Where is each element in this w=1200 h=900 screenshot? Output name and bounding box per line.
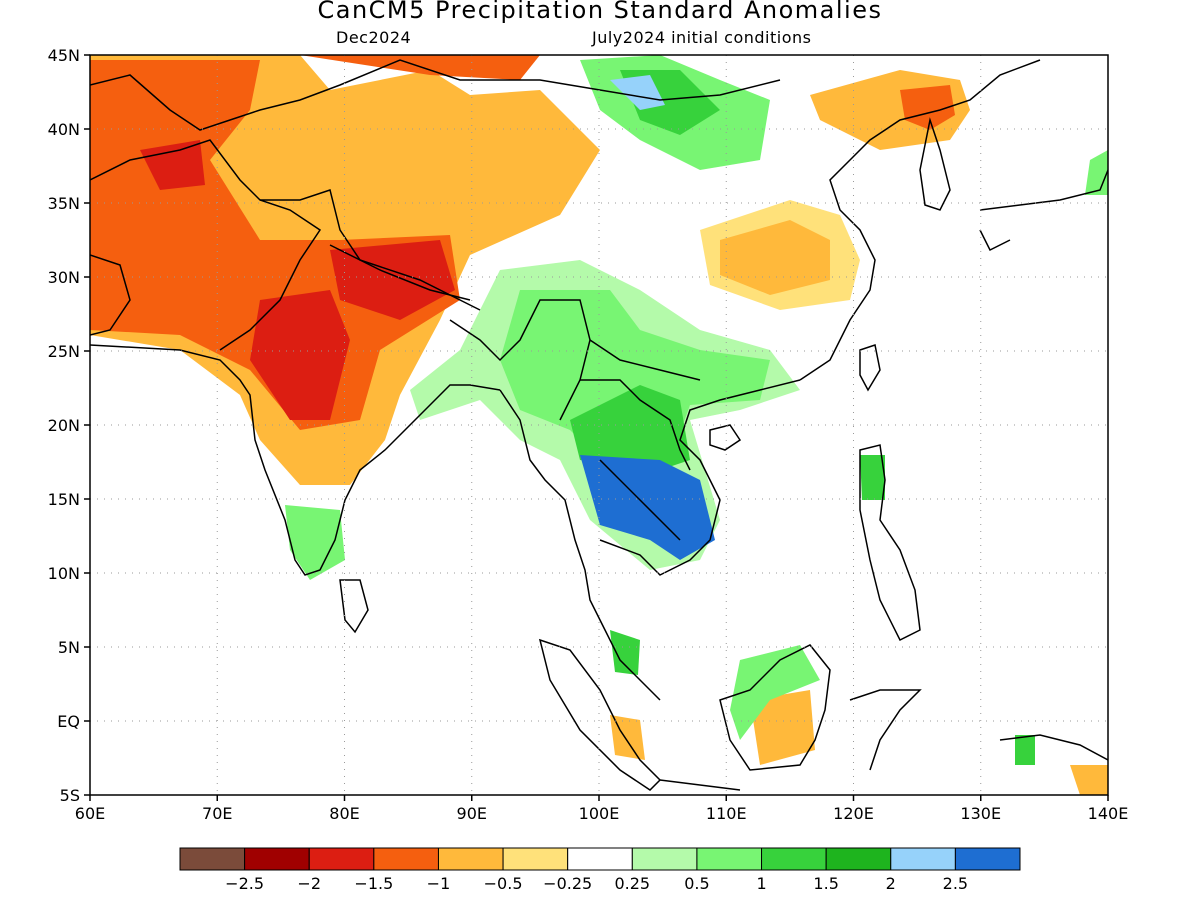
lat-tick-label: 5S xyxy=(60,786,80,805)
lat-tick-label: 5N xyxy=(58,638,80,657)
lon-tick-label: 80E xyxy=(329,804,359,823)
legend-swatch xyxy=(954,847,1021,871)
coastline-korea xyxy=(919,117,951,211)
legend-swatch xyxy=(890,847,956,871)
axis-ticks: 60E 70E 80E 90E 100E 110E 120E 130E 140E 45N 40N 35… xyxy=(48,46,1129,823)
lat-tick-label: 15N xyxy=(48,490,80,509)
dry-region-east-edge xyxy=(1070,765,1108,795)
lat-tick-label: 40N xyxy=(48,120,80,139)
legend-label: 0.25 xyxy=(614,874,650,893)
legend-swatch xyxy=(761,847,827,871)
dry-region-intense xyxy=(140,140,455,420)
lat-tick-label: EQ xyxy=(57,712,80,731)
dry-region-borneo xyxy=(750,690,815,765)
coastline-sumatra xyxy=(538,638,662,791)
coastline-borneo xyxy=(719,644,831,771)
coastline-java xyxy=(659,779,741,791)
legend-label: 1.5 xyxy=(813,874,838,893)
legend-swatch xyxy=(308,847,375,871)
border-india-china xyxy=(260,189,481,311)
lat-tick-label: 45N xyxy=(48,46,80,65)
lon-tick-label: 60E xyxy=(75,804,105,823)
coastline-layer xyxy=(90,59,1108,791)
coastline-hainan xyxy=(709,424,742,451)
border-central-asia xyxy=(90,59,781,131)
legend-swatch xyxy=(502,847,569,871)
lon-tick-label: 110E xyxy=(706,804,747,823)
coastline-philippines xyxy=(859,444,921,642)
border-bangladesh-burma xyxy=(449,299,591,421)
lon-tick-label: 90E xyxy=(457,804,487,823)
border-layer xyxy=(90,59,781,541)
anomaly-field-layer xyxy=(90,55,1108,795)
legend-label: −1 xyxy=(427,874,451,893)
wet-region-indochina-core xyxy=(570,385,690,470)
legend-label: 2 xyxy=(886,874,896,893)
lon-tick-label: 130E xyxy=(960,804,1001,823)
legend-label: 1 xyxy=(756,874,766,893)
graticule-layer xyxy=(90,55,1108,795)
lat-tick-label: 20N xyxy=(48,416,80,435)
wet-region-borneo-north xyxy=(730,645,820,740)
legend-swatch xyxy=(179,847,246,871)
coastline-sulawesi xyxy=(849,689,922,771)
coastline-new-guinea xyxy=(999,734,1108,761)
wet-region-mongolia-peak xyxy=(610,75,665,110)
coastline-taiwan xyxy=(859,344,881,392)
wet-region-south-india xyxy=(285,505,345,580)
legend-swatch xyxy=(825,847,892,871)
coastline-sri-lanka xyxy=(339,579,369,634)
wet-region-east-china xyxy=(1085,150,1108,195)
legend-label: −2.5 xyxy=(225,874,264,893)
lon-tick-label: 70E xyxy=(202,804,232,823)
coastline-india xyxy=(90,344,501,576)
border-nepal xyxy=(329,244,471,301)
forecast-month: Dec2024 xyxy=(336,28,412,47)
legend-swatch xyxy=(244,847,310,871)
wet-region-new-guinea xyxy=(1015,735,1035,765)
border-afghanistan-pakistan xyxy=(90,139,322,351)
legend-swatch xyxy=(696,847,763,871)
legend-swatch xyxy=(373,847,439,871)
wet-region-philippines xyxy=(860,455,885,500)
legend-label: −2 xyxy=(297,874,321,893)
legend-swatch xyxy=(437,847,504,871)
coastline-burma-malaya xyxy=(499,389,661,701)
lat-tick-label: 30N xyxy=(48,268,80,287)
border-china-vietnam xyxy=(589,339,701,381)
lat-tick-label: 10N xyxy=(48,564,80,583)
wet-region-malaya xyxy=(610,630,640,675)
legend-label: −0.5 xyxy=(484,874,523,893)
legend-label: −0.25 xyxy=(543,874,592,893)
dry-region-china-core xyxy=(720,220,830,295)
legend-swatch xyxy=(631,847,698,871)
initial-conditions: July2024 initial conditions xyxy=(592,28,812,47)
lon-tick-label: 140E xyxy=(1088,804,1129,823)
legend-label: 0.5 xyxy=(684,874,709,893)
map-title: CanCM5 Precipitation Standard Anomalies xyxy=(317,0,883,24)
lon-tick-label: 120E xyxy=(833,804,874,823)
dry-region-korea-core xyxy=(900,85,955,130)
dry-region-north xyxy=(300,55,540,80)
legend-label: −1.5 xyxy=(354,874,393,893)
coastline-japan xyxy=(979,169,1108,252)
border-thailand-cambodia xyxy=(599,459,681,541)
wet-region-indochina xyxy=(500,290,770,460)
legend-swatch xyxy=(567,847,633,871)
color-legend: −2.5 −2 −1.5 −1 −0.5 −0.25 0.25 0.5 1 1.5 2 2.5 xyxy=(179,847,1021,893)
border-laos-vietnam xyxy=(580,379,691,471)
legend-label: 2.5 xyxy=(943,874,968,893)
lat-tick-label: 35N xyxy=(48,194,80,213)
lon-tick-label: 100E xyxy=(579,804,620,823)
coastline-china xyxy=(799,59,1041,381)
border-iran-afghanistan xyxy=(90,254,131,336)
lat-tick-label: 25N xyxy=(48,342,80,361)
